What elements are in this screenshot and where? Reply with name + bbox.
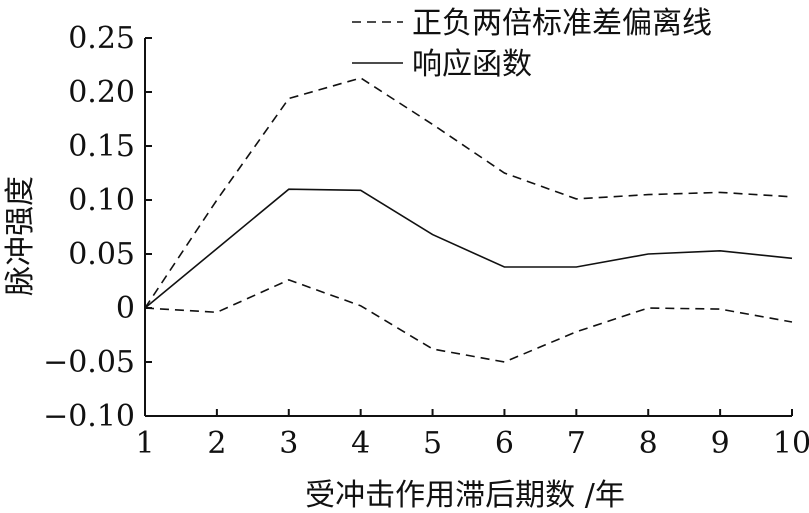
x-tick-label: 8 xyxy=(639,426,658,461)
axes xyxy=(144,38,792,417)
y-tick-label: −0.10 xyxy=(43,399,135,434)
legend-label: 正负两倍标准差偏离线 xyxy=(412,6,712,41)
x-tick-label: 9 xyxy=(711,426,730,461)
x-tick-label: 7 xyxy=(567,426,586,461)
y-tick-label: 0.25 xyxy=(68,21,135,56)
x-tick-label: 4 xyxy=(351,426,370,461)
y-tick-label: 0.05 xyxy=(68,237,135,272)
y-tick-label: 0 xyxy=(116,291,135,326)
y-tick-label: −0.05 xyxy=(43,345,135,380)
x-tick-label: 10 xyxy=(773,426,809,461)
lower-bound-line xyxy=(144,279,793,363)
x-tick-label: 6 xyxy=(495,426,514,461)
legend-label: 响应函数 xyxy=(412,47,532,82)
x-tick-label: 5 xyxy=(423,426,442,461)
y-tick-label: 0.20 xyxy=(68,75,135,110)
series-layer xyxy=(144,77,793,363)
y-tick-label: 0.10 xyxy=(68,183,135,218)
x-tick-label: 1 xyxy=(135,426,154,461)
x-axis-title: 受冲击作用滞后期数 /年 xyxy=(305,478,625,513)
y-axis-title: 脉冲强度 xyxy=(3,176,38,296)
x-tick-label: 3 xyxy=(279,426,298,461)
x-tick-label: 2 xyxy=(207,426,226,461)
response-line xyxy=(144,188,793,309)
y-tick-label: 0.15 xyxy=(68,129,135,164)
upper-bound-line xyxy=(144,77,793,309)
ticks: 0.25 0.20 0.15 0.10 0.05 0 −0.05 −0.101 2 3 4 5 6 7 8 9… xyxy=(43,21,809,461)
